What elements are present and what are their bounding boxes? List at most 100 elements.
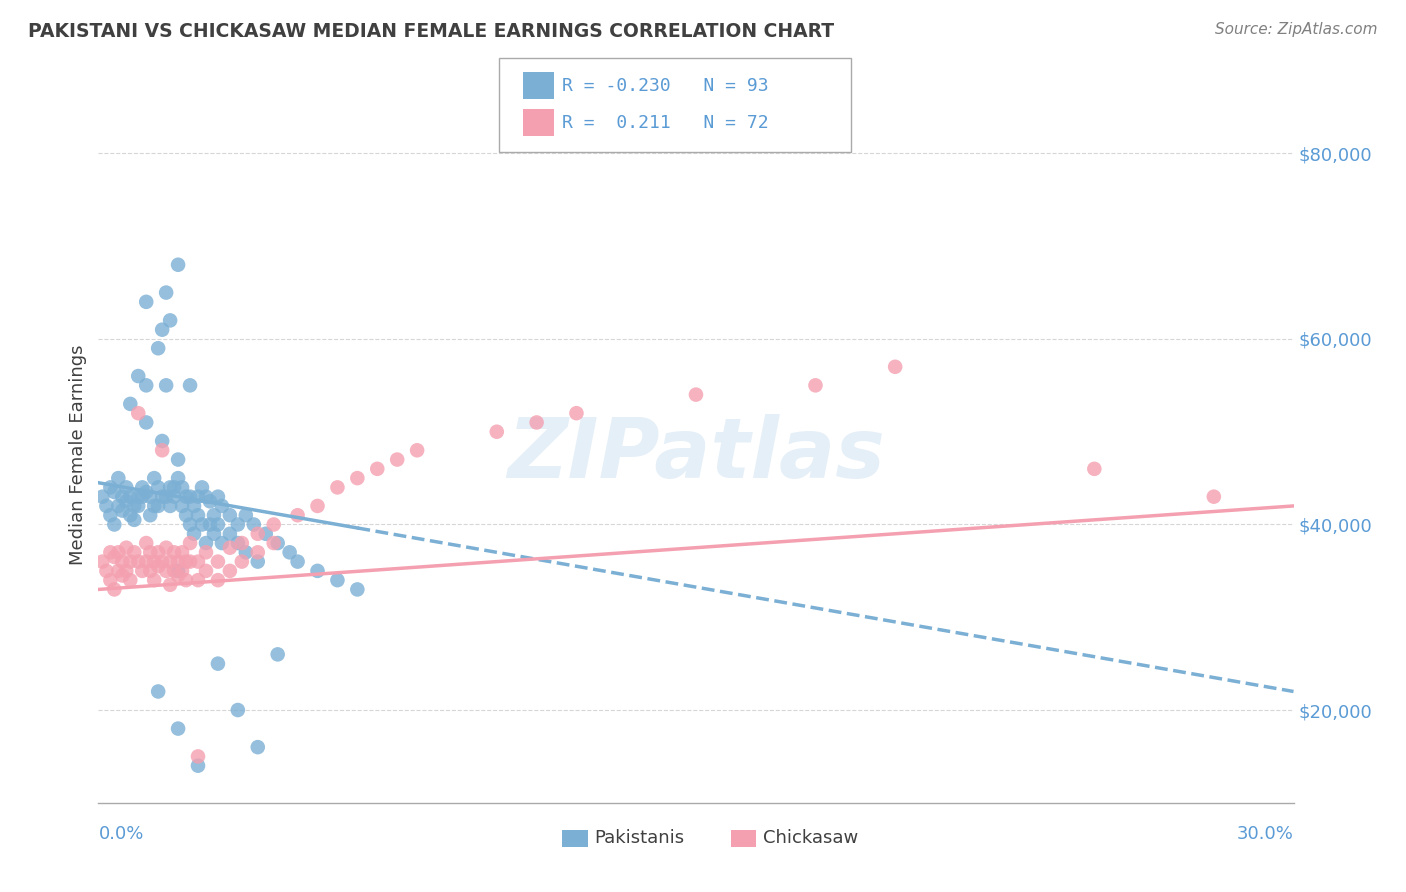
Point xyxy=(98,508,122,523)
Point xyxy=(174,508,197,523)
Point xyxy=(148,480,170,494)
Point xyxy=(127,490,149,504)
Point xyxy=(174,573,197,587)
Point xyxy=(163,490,186,504)
Point xyxy=(107,564,129,578)
Point xyxy=(115,564,138,578)
Point xyxy=(172,480,194,494)
Text: Source: ZipAtlas.com: Source: ZipAtlas.com xyxy=(1215,22,1378,37)
Point xyxy=(226,703,249,717)
Point xyxy=(107,471,129,485)
Point xyxy=(243,517,266,532)
Point xyxy=(287,555,309,569)
Point xyxy=(120,508,142,523)
Point xyxy=(124,513,146,527)
Point xyxy=(219,541,242,555)
Point xyxy=(485,425,508,439)
Point xyxy=(103,485,125,500)
Point xyxy=(174,490,197,504)
Point xyxy=(148,341,170,355)
Point xyxy=(207,657,229,671)
Point xyxy=(127,369,149,384)
Point xyxy=(135,294,157,309)
Text: Chickasaw: Chickasaw xyxy=(763,830,859,847)
Point xyxy=(172,499,194,513)
Point xyxy=(98,545,122,559)
Point xyxy=(167,722,190,736)
Point xyxy=(131,480,153,494)
Point xyxy=(148,684,170,698)
Point xyxy=(231,536,253,550)
Point xyxy=(179,378,201,392)
Point xyxy=(143,499,166,513)
Point xyxy=(143,471,166,485)
Point xyxy=(139,545,162,559)
Point xyxy=(191,480,214,494)
Text: 30.0%: 30.0% xyxy=(1237,825,1294,843)
Point xyxy=(150,323,173,337)
Point xyxy=(124,545,146,559)
Point xyxy=(804,378,827,392)
Point xyxy=(565,406,588,420)
Point xyxy=(187,758,209,772)
Point xyxy=(96,499,118,513)
Point xyxy=(267,648,290,662)
Point xyxy=(148,559,170,574)
Point xyxy=(187,555,209,569)
Point xyxy=(131,490,153,504)
Point xyxy=(159,578,181,592)
Point xyxy=(207,490,229,504)
Point xyxy=(115,541,138,555)
Point xyxy=(187,749,209,764)
Point xyxy=(150,490,173,504)
Point xyxy=(187,573,209,587)
Point xyxy=(143,573,166,587)
Y-axis label: Median Female Earnings: Median Female Earnings xyxy=(69,344,87,566)
Point xyxy=(366,462,388,476)
Point xyxy=(198,494,221,508)
Point xyxy=(155,564,177,578)
Point xyxy=(111,503,134,517)
Point xyxy=(326,573,349,587)
Point xyxy=(179,517,201,532)
Point xyxy=(346,471,368,485)
Point xyxy=(120,490,142,504)
Point xyxy=(135,378,157,392)
Point xyxy=(155,490,177,504)
Point xyxy=(91,490,114,504)
Point xyxy=(127,406,149,420)
Point xyxy=(187,508,209,523)
Point xyxy=(1083,462,1105,476)
Point xyxy=(219,526,242,541)
Point xyxy=(163,480,186,494)
Point xyxy=(98,480,122,494)
Point xyxy=(159,555,181,569)
Point xyxy=(96,564,118,578)
Point xyxy=(167,452,190,467)
Point xyxy=(150,443,173,458)
Text: 0.0%: 0.0% xyxy=(98,825,143,843)
Point xyxy=(307,564,329,578)
Point xyxy=(111,568,134,582)
Point xyxy=(139,508,162,523)
Point xyxy=(326,480,349,494)
Point xyxy=(174,555,197,569)
Point xyxy=(1202,490,1225,504)
Point xyxy=(287,508,309,523)
Point xyxy=(231,555,253,569)
Point xyxy=(159,499,181,513)
Point xyxy=(98,573,122,587)
Point xyxy=(202,508,225,523)
Point xyxy=(183,499,205,513)
Point xyxy=(191,517,214,532)
Point xyxy=(211,499,233,513)
Point xyxy=(685,387,707,401)
Point xyxy=(120,573,142,587)
Point xyxy=(127,499,149,513)
Point xyxy=(194,545,218,559)
Text: Pakistanis: Pakistanis xyxy=(595,830,685,847)
Text: ZIPatlas: ZIPatlas xyxy=(508,415,884,495)
Point xyxy=(163,564,186,578)
Point xyxy=(219,508,242,523)
Point xyxy=(120,397,142,411)
